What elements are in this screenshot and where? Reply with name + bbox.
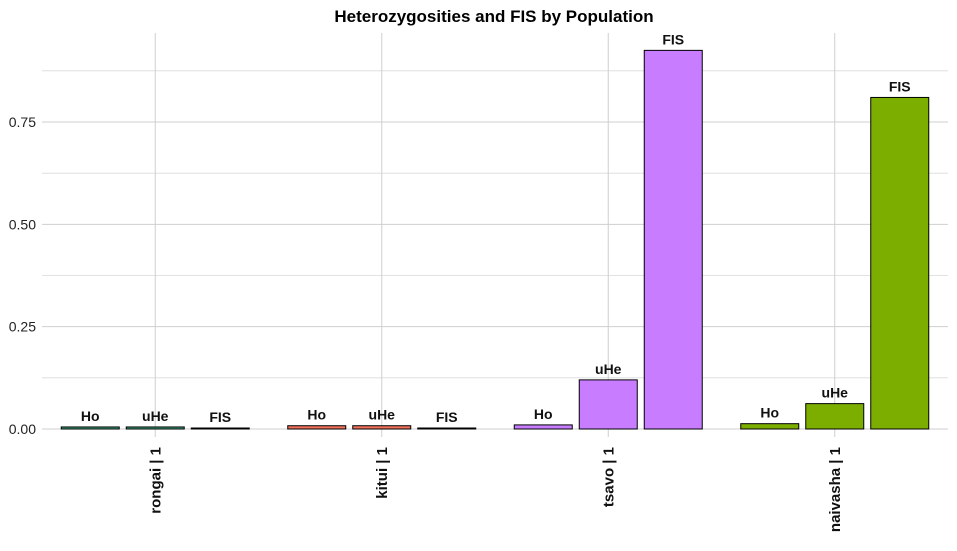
bar-ho	[740, 423, 800, 430]
y-tick-label: 0.50	[9, 216, 36, 232]
bar-data-label: uHe	[142, 408, 169, 424]
y-tick-label: 0.75	[9, 114, 36, 130]
bar-fis	[870, 96, 930, 430]
x-tick-label: tsavo | 1	[600, 447, 617, 507]
bar-data-label: Ho	[81, 408, 100, 424]
y-tick-label: 0.00	[9, 421, 36, 437]
y-axis: 0.00 0.25 0.50 0.75	[9, 114, 36, 437]
chart-title: Heterozygosities and FIS by Population	[334, 7, 653, 26]
bar-uhe	[125, 426, 185, 430]
bar-data-label: FIS	[889, 78, 911, 94]
bar-fis	[190, 427, 250, 430]
bar-uhe	[805, 403, 865, 430]
bar-data-label: FIS	[436, 409, 458, 425]
y-tick-label: 0.25	[9, 319, 36, 335]
bar-ho	[513, 424, 573, 430]
grid	[42, 33, 948, 437]
x-tick-label: naivasha | 1	[827, 447, 844, 532]
bar-labels: Ho uHe FIS Ho uHe FIS Ho uHe FIS Ho uHe FIS	[81, 31, 911, 425]
bar-data-label: Ho	[307, 407, 326, 423]
bar-data-label: Ho	[760, 405, 779, 421]
bar-data-label: FIS	[662, 31, 684, 47]
bar-ho	[60, 426, 120, 430]
x-tick-label: rongai | 1	[147, 447, 164, 514]
bar-data-label: Ho	[534, 406, 553, 422]
bar-uhe	[352, 425, 412, 430]
bar-data-label: uHe	[369, 407, 396, 423]
bar-data-label: uHe	[822, 385, 849, 401]
x-axis: rongai | 1 kitui | 1 tsavo | 1 naivasha | 1	[147, 447, 844, 532]
bar-fis	[417, 427, 477, 430]
bars	[60, 49, 930, 430]
x-tick-label: kitui | 1	[374, 447, 391, 499]
bar-ho	[287, 425, 347, 430]
bar-data-label: FIS	[209, 409, 231, 425]
bar-fis	[643, 49, 703, 430]
bar-data-label: uHe	[595, 361, 622, 377]
bar-uhe	[578, 379, 638, 430]
